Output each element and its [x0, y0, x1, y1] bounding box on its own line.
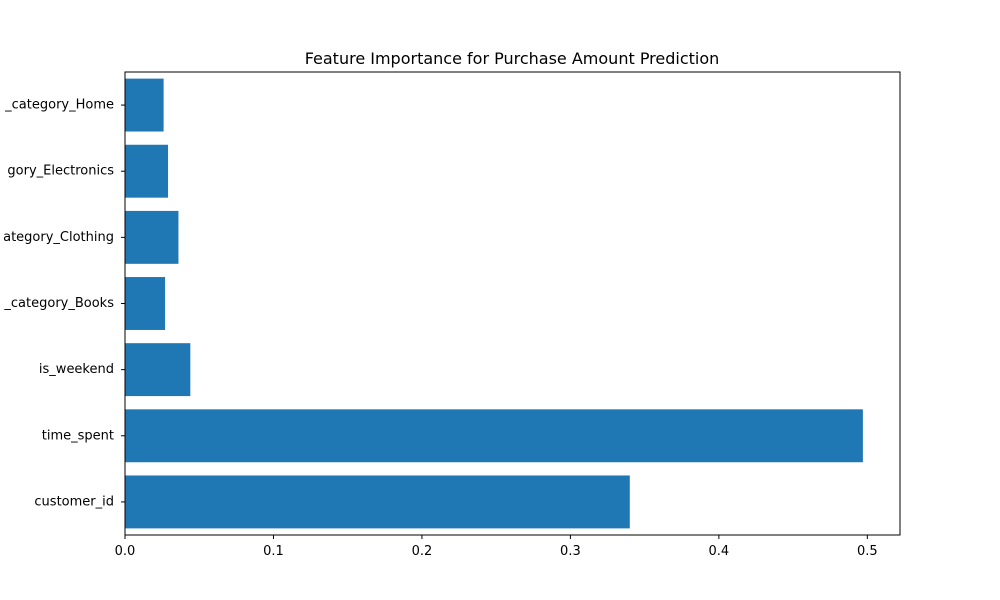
y-tick-label: gory_Electronics: [7, 164, 114, 179]
bar-product-category-Books: [125, 277, 166, 330]
y-tick-label: time_spent: [42, 428, 114, 443]
bar-time-spent: [125, 409, 863, 463]
x-tick-label: 0.2: [412, 544, 433, 559]
y-tick-label: _category_Books: [3, 296, 114, 311]
x-tick-label: 0.5: [857, 544, 878, 559]
x-axis: 0.0 0.1 0.2 0.3 0.4 0.5: [115, 535, 878, 559]
y-tick-label: customer_id: [34, 494, 114, 509]
bars-group: [125, 78, 863, 529]
y-tick-label: ategory_Clothing: [3, 230, 114, 245]
x-tick-label: 0.4: [709, 544, 730, 559]
bar-product-category-Home: [125, 78, 164, 132]
bar-product-category-Electronics: [125, 144, 169, 198]
plot-frame: [124, 71, 901, 536]
x-tick-label: 0.1: [263, 544, 284, 559]
bar-is-weekend: [125, 343, 191, 397]
y-tick-label: is_weekend: [39, 362, 114, 377]
bar-customer-id: [125, 475, 630, 529]
y-axis: customer_id time_spent is_weekend _category…: [3, 98, 125, 509]
x-tick-label: 0.3: [560, 544, 581, 559]
chart-title: Feature Importance for Purchase Amount P…: [305, 49, 720, 68]
x-tick-label: 0.0: [115, 544, 136, 559]
bar-product-category-Clothing: [125, 210, 179, 264]
y-tick-label: _category_Home: [4, 98, 114, 113]
